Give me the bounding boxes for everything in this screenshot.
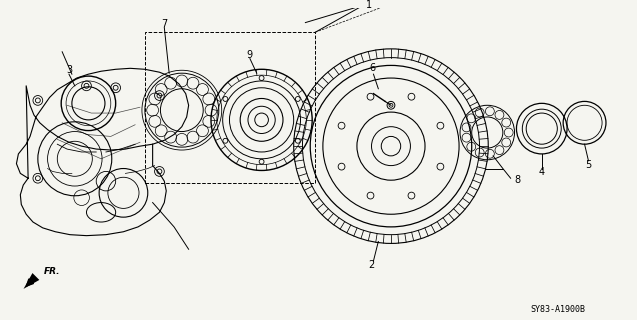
Text: 8: 8 — [515, 175, 520, 185]
Text: 1: 1 — [366, 0, 372, 10]
Text: FR.: FR. — [44, 267, 60, 276]
Text: 9: 9 — [246, 50, 252, 60]
Polygon shape — [24, 273, 39, 289]
Bar — [145, 32, 315, 183]
Text: 3: 3 — [66, 65, 72, 75]
Text: SY83-A1900B: SY83-A1900B — [531, 305, 586, 314]
Text: 4: 4 — [539, 167, 545, 177]
Text: 2: 2 — [368, 260, 375, 270]
Text: 7: 7 — [161, 19, 168, 28]
Text: 6: 6 — [369, 63, 376, 73]
Text: 5: 5 — [585, 160, 592, 170]
